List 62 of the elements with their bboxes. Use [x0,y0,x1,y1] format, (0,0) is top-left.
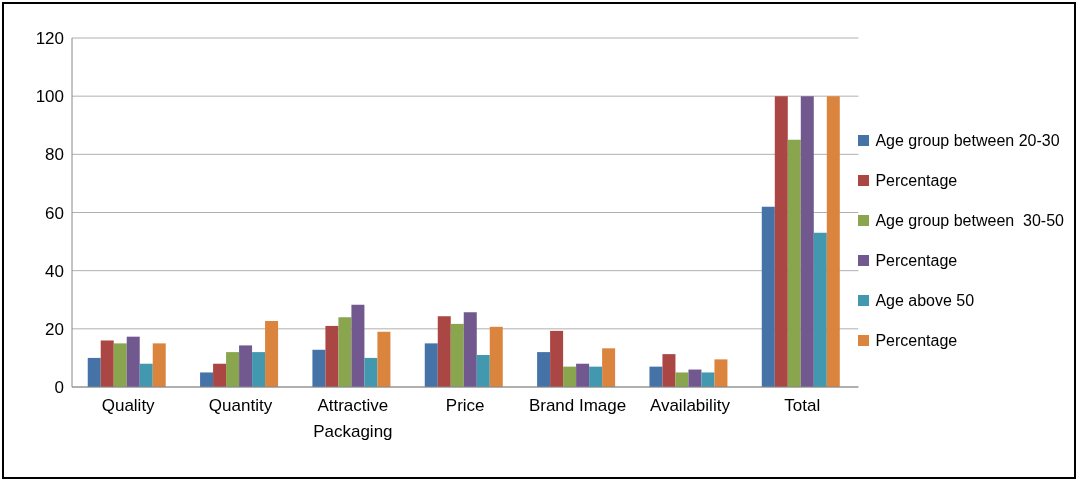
bar [602,348,616,387]
bar [537,352,551,387]
legend-label: Age group between 20-30 [875,131,1060,150]
bar [200,372,214,387]
legend-label: Age group between 30-50 [875,211,1064,230]
bar [226,352,240,387]
x-tick-label: Attractive Packaging [313,396,393,441]
legend-label: Percentage [875,331,958,350]
x-tick-label: Quality [101,396,156,415]
bar [364,357,378,387]
bar [576,363,590,387]
bar [437,316,451,387]
bar [550,330,564,387]
legend-label: Percentage [875,251,958,270]
legend-label: Percentage [875,171,958,190]
bar [800,96,814,387]
bar [325,325,339,387]
y-tick-label: 80 [45,145,64,165]
bar [787,139,801,387]
bar [351,304,365,387]
y-tick-label: 0 [54,378,64,398]
bar [152,343,166,387]
bar [213,363,227,387]
y-tick-label: 100 [35,87,64,107]
x-tick-label: Availability [649,396,731,415]
bar [312,349,326,387]
bar [714,359,728,387]
bar [563,366,577,387]
x-tick-label: Quantity [208,396,273,415]
y-tick-label: 120 [35,29,64,49]
bar [424,343,438,387]
x-tick-label: Total [784,396,821,415]
bar [450,323,464,387]
bar [239,345,253,387]
y-tick-label: 40 [45,261,64,281]
bar [662,354,676,387]
bar [265,320,279,387]
legend-label: Age above 50 [875,291,975,310]
bar [139,363,153,387]
bar [87,357,101,387]
bar [126,336,140,387]
bar [463,312,477,387]
bar [476,355,490,387]
x-tick-label: Brand Image [528,396,627,415]
bar [100,340,114,387]
bar [701,372,715,387]
bar [813,232,827,387]
bar [774,96,788,387]
bar [826,96,840,387]
bar [688,369,702,387]
bar [649,366,663,387]
bar [489,326,503,387]
x-tick-label: Price [445,396,485,415]
bar [338,317,352,387]
y-tick-label: 20 [45,319,64,339]
bar [113,343,127,387]
bar [589,366,603,387]
bar [252,352,266,387]
bar [377,331,391,387]
bar [761,206,775,387]
bar [675,372,689,387]
y-tick-label: 60 [45,203,64,223]
